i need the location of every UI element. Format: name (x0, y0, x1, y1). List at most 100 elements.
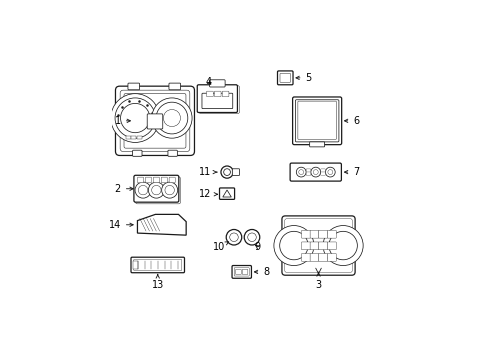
FancyBboxPatch shape (282, 216, 354, 275)
Circle shape (296, 167, 305, 177)
Circle shape (226, 229, 241, 245)
FancyBboxPatch shape (153, 177, 159, 183)
FancyBboxPatch shape (128, 83, 139, 90)
Circle shape (164, 185, 174, 195)
FancyBboxPatch shape (124, 94, 185, 148)
Text: 13: 13 (151, 274, 163, 290)
Circle shape (148, 182, 164, 198)
FancyBboxPatch shape (305, 169, 310, 172)
Text: 9: 9 (254, 242, 261, 252)
Text: 11: 11 (199, 167, 217, 177)
Circle shape (313, 170, 318, 175)
Polygon shape (137, 214, 186, 235)
FancyBboxPatch shape (318, 253, 327, 261)
Circle shape (221, 166, 233, 178)
Text: 6: 6 (344, 116, 359, 126)
Circle shape (325, 167, 334, 177)
Circle shape (121, 103, 149, 133)
FancyBboxPatch shape (327, 253, 336, 261)
FancyBboxPatch shape (132, 150, 142, 156)
FancyBboxPatch shape (301, 253, 310, 261)
Text: 12: 12 (199, 189, 217, 199)
FancyBboxPatch shape (327, 242, 336, 250)
Circle shape (162, 182, 177, 198)
FancyBboxPatch shape (277, 71, 292, 85)
FancyBboxPatch shape (199, 86, 239, 113)
FancyBboxPatch shape (232, 169, 239, 175)
Text: 7: 7 (344, 167, 359, 177)
FancyBboxPatch shape (134, 175, 179, 202)
FancyBboxPatch shape (327, 230, 336, 238)
FancyBboxPatch shape (242, 269, 247, 274)
FancyBboxPatch shape (135, 177, 180, 204)
Circle shape (229, 233, 238, 242)
FancyBboxPatch shape (197, 85, 237, 112)
Text: 5: 5 (295, 73, 311, 83)
FancyBboxPatch shape (209, 80, 224, 87)
Circle shape (328, 231, 357, 260)
Circle shape (298, 170, 303, 175)
Text: 3: 3 (315, 273, 321, 290)
Circle shape (247, 233, 256, 242)
Circle shape (156, 102, 187, 134)
FancyBboxPatch shape (318, 242, 327, 250)
Circle shape (223, 169, 230, 175)
FancyBboxPatch shape (125, 136, 130, 139)
Text: 1: 1 (115, 116, 130, 126)
FancyBboxPatch shape (137, 177, 143, 183)
FancyBboxPatch shape (309, 230, 318, 238)
FancyBboxPatch shape (297, 101, 336, 139)
FancyBboxPatch shape (309, 253, 318, 261)
FancyBboxPatch shape (206, 91, 213, 97)
FancyBboxPatch shape (131, 257, 184, 273)
FancyBboxPatch shape (161, 177, 167, 183)
FancyBboxPatch shape (219, 188, 234, 199)
Circle shape (310, 167, 320, 177)
Circle shape (151, 98, 192, 138)
Circle shape (135, 182, 151, 198)
FancyBboxPatch shape (301, 242, 310, 250)
FancyBboxPatch shape (235, 269, 241, 274)
Text: 2: 2 (114, 184, 133, 194)
Circle shape (327, 170, 332, 175)
Circle shape (163, 109, 180, 127)
Circle shape (115, 98, 155, 138)
FancyBboxPatch shape (133, 261, 138, 269)
FancyBboxPatch shape (168, 83, 180, 90)
FancyBboxPatch shape (115, 86, 194, 156)
FancyBboxPatch shape (120, 90, 189, 152)
FancyBboxPatch shape (295, 100, 338, 142)
FancyBboxPatch shape (301, 230, 310, 238)
FancyBboxPatch shape (202, 93, 232, 109)
Circle shape (244, 229, 259, 245)
Text: 14: 14 (108, 220, 133, 230)
FancyBboxPatch shape (131, 136, 136, 139)
FancyBboxPatch shape (292, 97, 341, 145)
FancyBboxPatch shape (309, 242, 318, 250)
Circle shape (279, 231, 307, 260)
Circle shape (323, 226, 363, 266)
Circle shape (273, 226, 313, 266)
FancyBboxPatch shape (284, 219, 352, 273)
Circle shape (138, 185, 147, 195)
FancyBboxPatch shape (289, 163, 341, 181)
Circle shape (151, 185, 161, 195)
FancyBboxPatch shape (234, 268, 249, 276)
Text: 10: 10 (212, 242, 228, 252)
FancyBboxPatch shape (137, 136, 142, 139)
FancyBboxPatch shape (222, 91, 228, 97)
Text: 4: 4 (204, 77, 211, 87)
FancyBboxPatch shape (145, 177, 151, 183)
FancyBboxPatch shape (309, 142, 324, 147)
FancyBboxPatch shape (320, 172, 325, 175)
FancyBboxPatch shape (169, 177, 175, 183)
FancyBboxPatch shape (214, 91, 221, 97)
Polygon shape (223, 190, 231, 197)
FancyBboxPatch shape (134, 260, 182, 270)
FancyBboxPatch shape (280, 73, 290, 82)
FancyBboxPatch shape (305, 172, 310, 175)
Text: 8: 8 (254, 267, 269, 277)
FancyBboxPatch shape (114, 114, 121, 127)
FancyBboxPatch shape (320, 169, 325, 172)
FancyBboxPatch shape (318, 230, 327, 238)
